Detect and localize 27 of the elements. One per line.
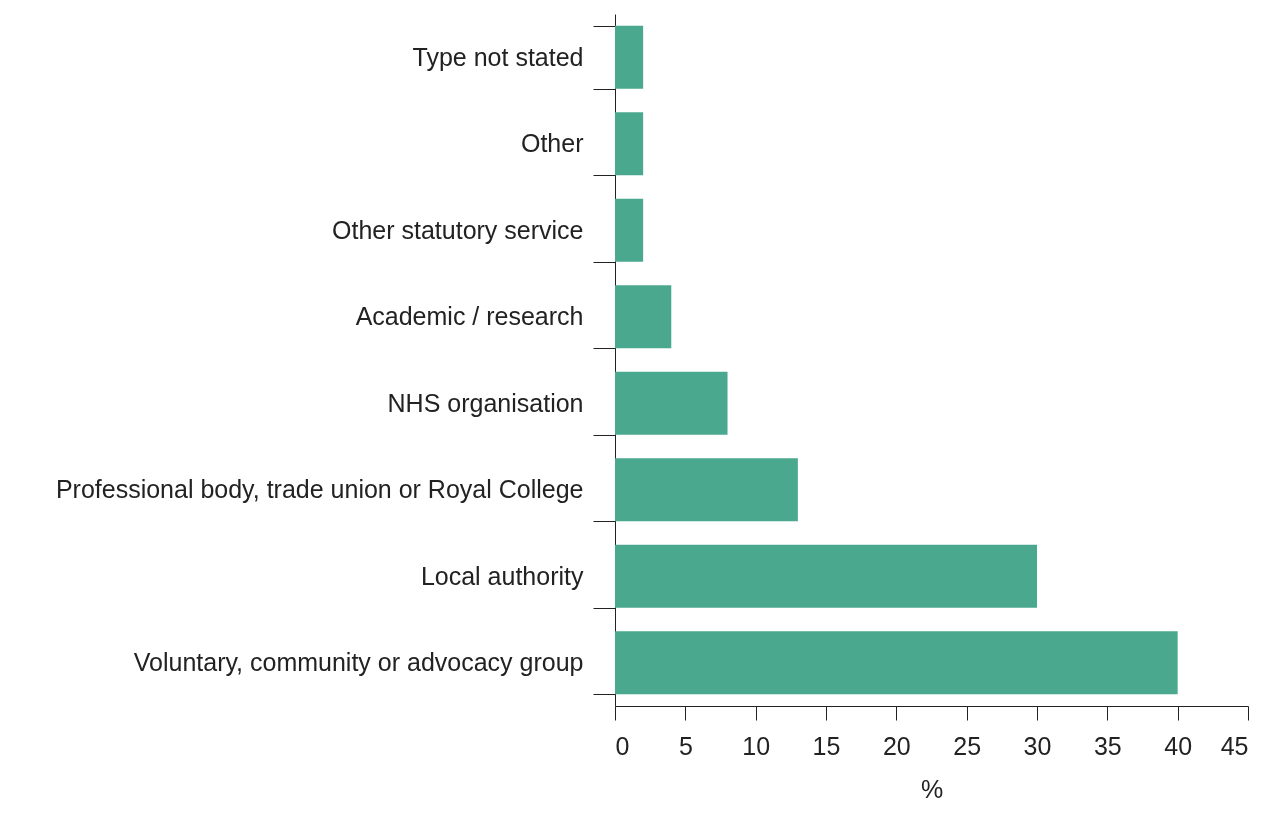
y-tick-label: Other statutory service [332,215,584,244]
y-tick-label: Professional body, trade union or Royal College [55,475,584,504]
y-tick-label: Other [520,129,584,158]
x-tick-label: 20 [882,731,911,760]
y-tick-label: Local authority [420,561,584,590]
bar [615,285,672,349]
y-tick-label: NHS organisation [387,388,584,417]
bar [615,112,644,176]
x-tick-label: 15 [812,731,841,760]
x-tick-label: 0 [615,731,630,760]
y-tick-label: Voluntary, community or advocacy group [133,648,584,677]
bar [615,631,1178,695]
x-tick-label: 5 [678,731,693,760]
x-tick-label: 40 [1164,731,1193,760]
x-tick-label: 30 [1023,731,1052,760]
bar [615,371,728,435]
bar [615,198,644,262]
y-tick-label: Academic / research [355,302,584,331]
x-tick-label: 10 [742,731,771,760]
y-tick-label: Type not stated [412,42,584,71]
x-tick-label: 45 [1220,731,1249,760]
x-tick-label: 25 [953,731,982,760]
x-tick-label: 35 [1093,731,1122,760]
x-axis-title: % [920,774,944,803]
bar [615,458,798,522]
bar [615,25,644,89]
bar [615,544,1037,608]
